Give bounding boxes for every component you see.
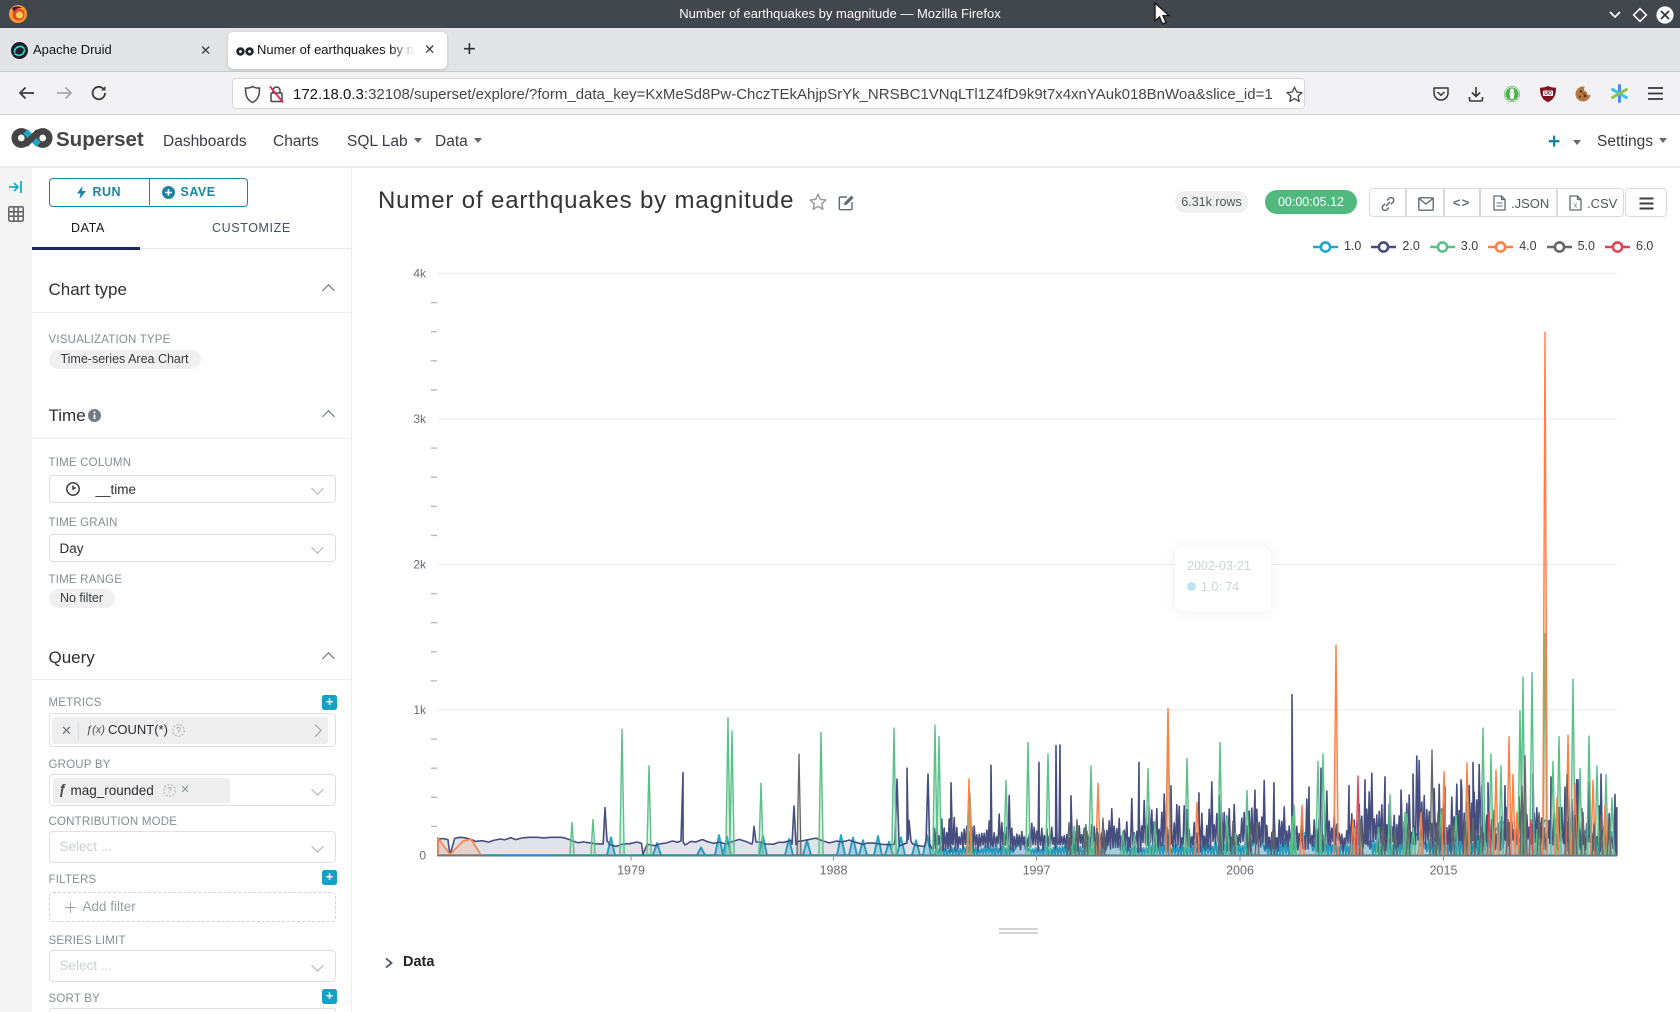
svg-text:?: ? bbox=[167, 786, 172, 795]
svg-text:0: 0 bbox=[419, 849, 426, 863]
svg-text:2k: 2k bbox=[413, 558, 427, 572]
svg-text:?: ? bbox=[176, 726, 181, 735]
svg-text:2006: 2006 bbox=[1226, 864, 1254, 878]
svg-text:2015: 2015 bbox=[1430, 864, 1458, 878]
svg-text:x: x bbox=[1574, 203, 1578, 210]
svg-text:UO: UO bbox=[1544, 91, 1552, 97]
svg-text:1979: 1979 bbox=[617, 864, 645, 878]
svg-text:1997: 1997 bbox=[1023, 864, 1051, 878]
svg-text:4k: 4k bbox=[413, 267, 427, 281]
svg-text:1k: 1k bbox=[413, 703, 427, 717]
svg-text:1988: 1988 bbox=[820, 864, 848, 878]
svg-text:3k: 3k bbox=[413, 412, 427, 426]
